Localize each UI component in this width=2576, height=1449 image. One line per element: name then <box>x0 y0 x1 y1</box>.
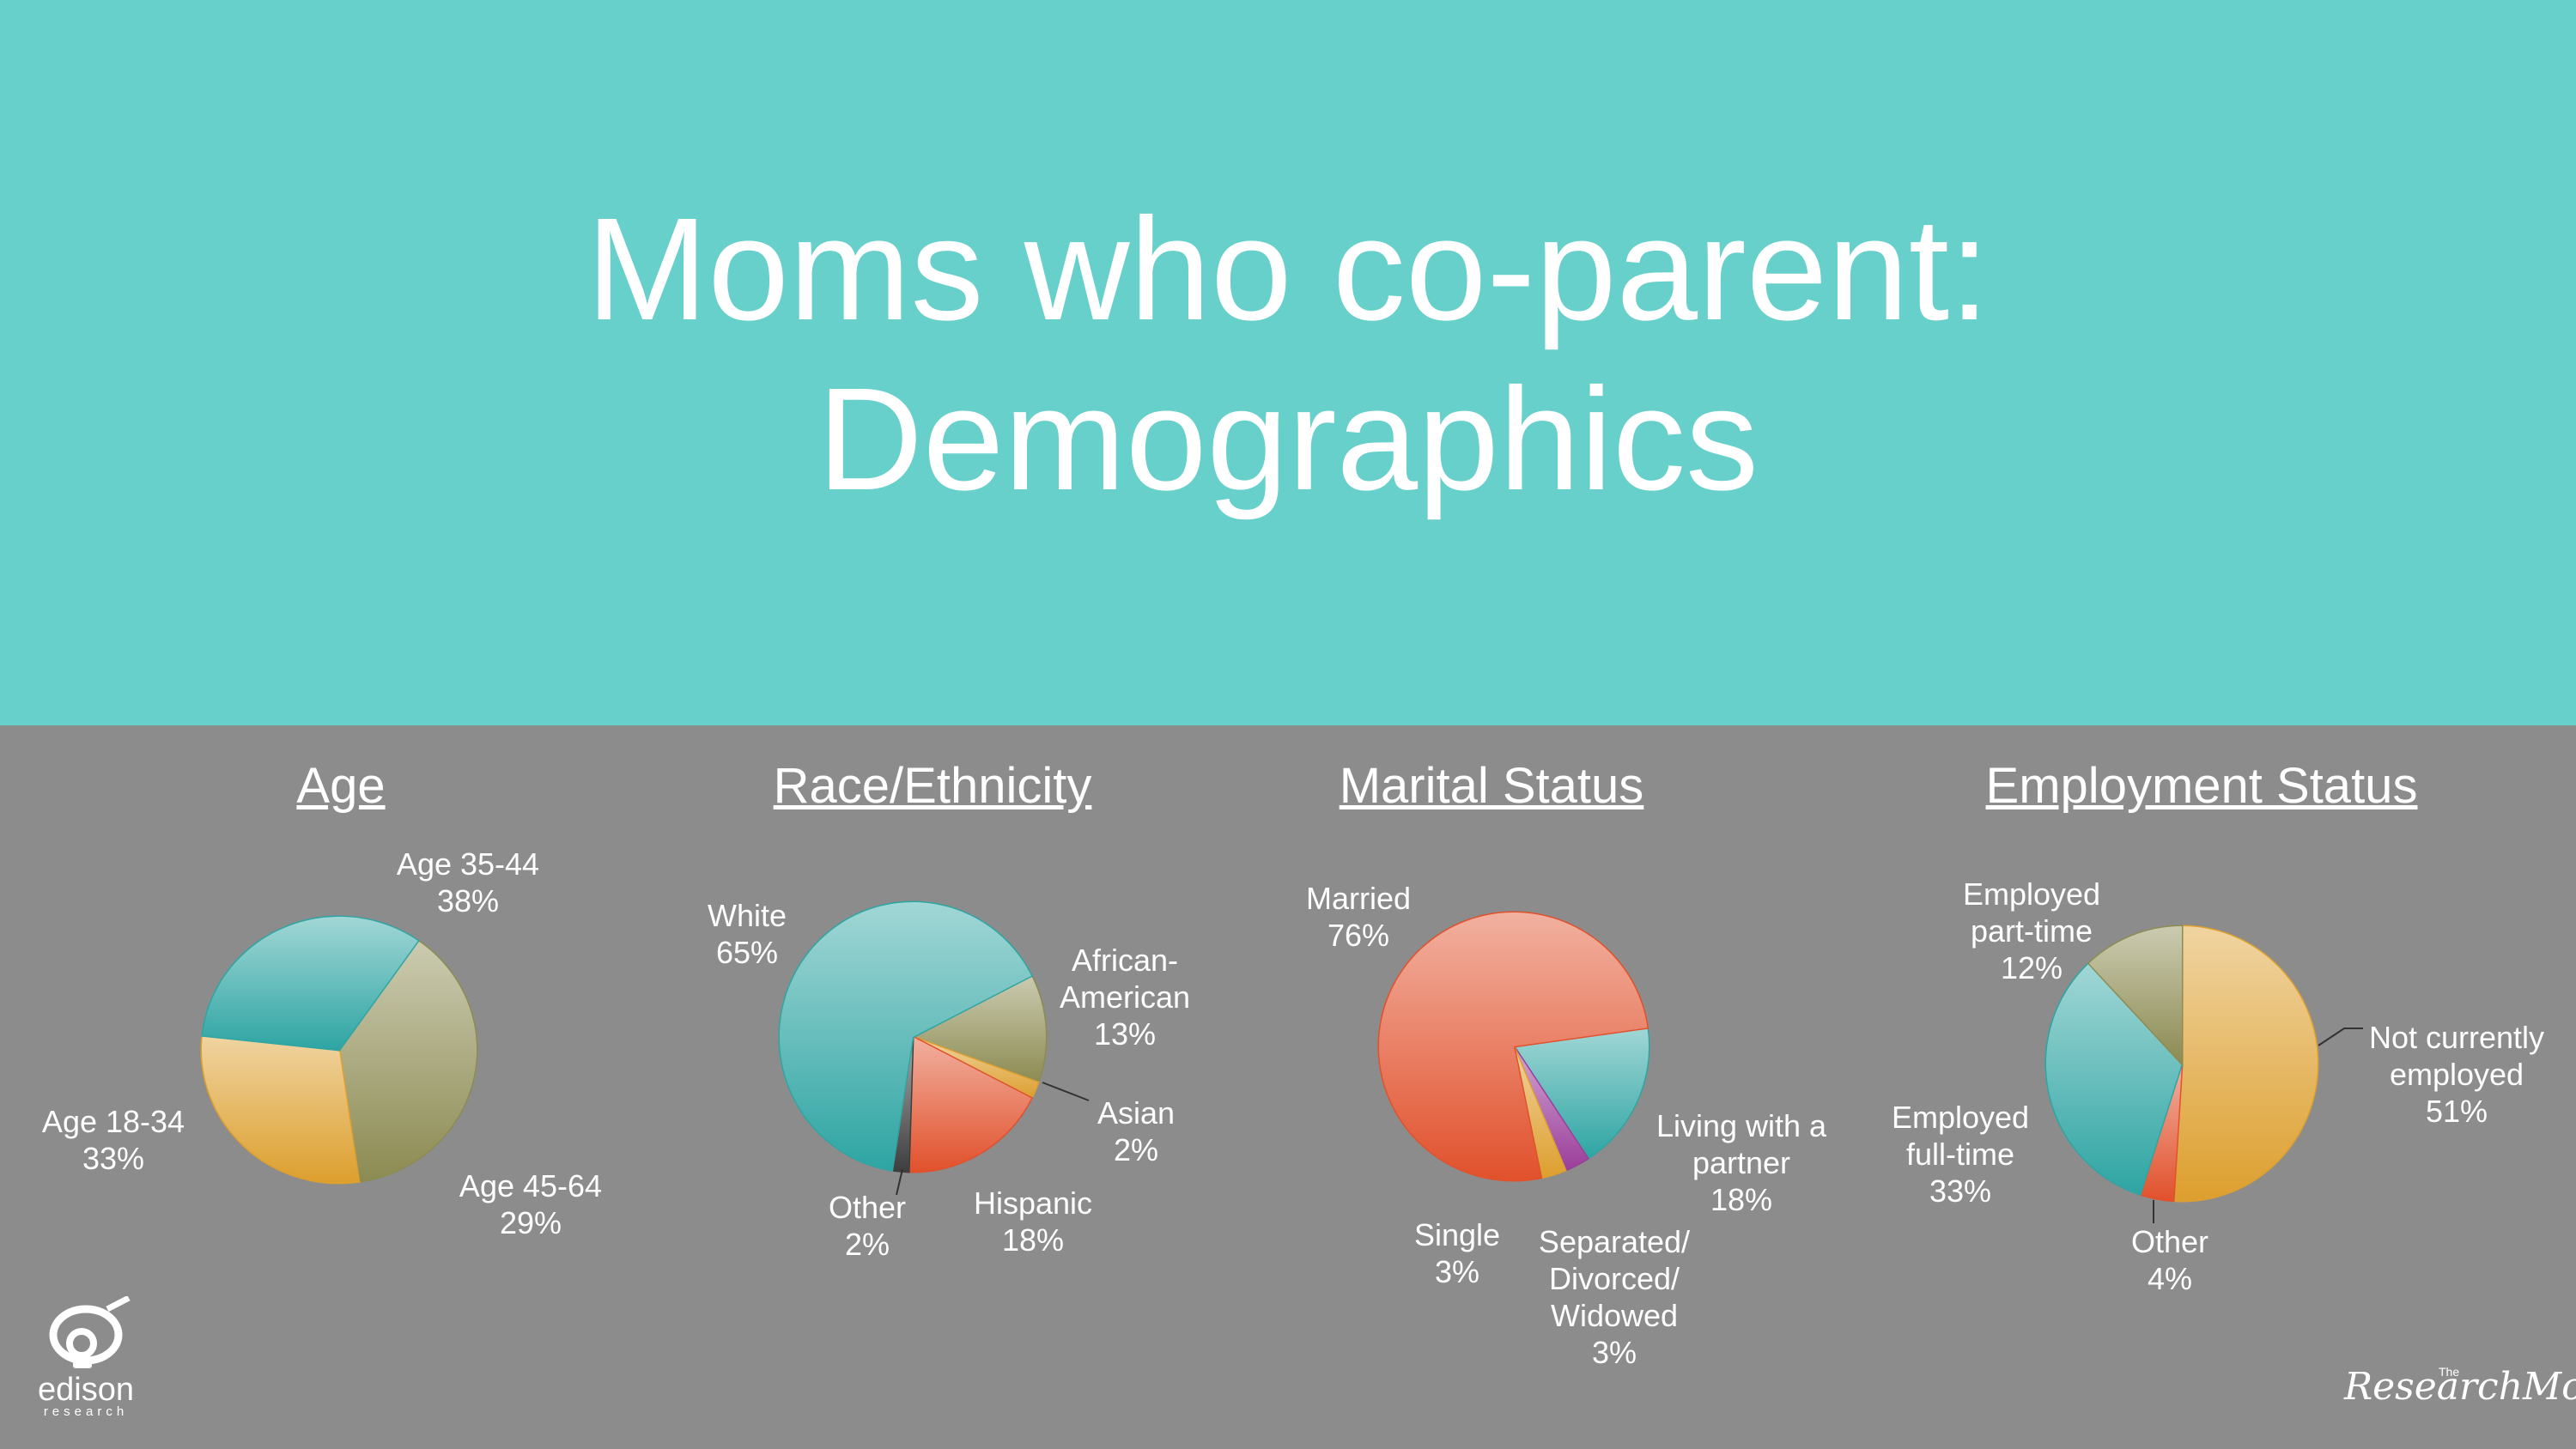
pie-4 <box>2044 925 2319 1203</box>
pie-2-label-1-line-3: 13% <box>1093 1016 1157 1052</box>
pie-2-label-1: African- American 13% <box>1060 942 1190 1052</box>
pie-3-label-2-line-4: 3% <box>1591 1335 1637 1370</box>
pie-1-slice-3-highlight <box>202 917 418 1050</box>
pie-2-label-4-line-1: Other <box>828 1190 907 1225</box>
pie-4-label-1-line-1: Not currently <box>2368 1020 2545 1055</box>
pie-2-label-2-line-1: Asian <box>1097 1095 1176 1131</box>
pie-2-label-3: Hispanic 18% <box>974 1185 1092 1258</box>
pie-3-slice-4-highlight <box>1379 912 1648 1180</box>
pie-3-label-4-line-2: 76% <box>1327 918 1390 953</box>
pie-1-label-3-line-1: Age 18-34 <box>41 1104 185 1139</box>
pie-3-slice-1-highlight <box>1514 1028 1649 1159</box>
pie-3-label-4: Married 76% <box>1306 880 1411 954</box>
employment-chart-title: Employment Status <box>1985 758 2418 814</box>
slide-title-line-1: Moms who co-parent: <box>586 188 1990 351</box>
header-band <box>0 0 2576 725</box>
research-moms-logo-the: The <box>2439 1365 2460 1379</box>
pie-3-label-3-line-2: 3% <box>1434 1254 1480 1289</box>
pie-2-label-1-line-1: African- <box>1071 943 1179 978</box>
pie-4-label-4-line-3: 12% <box>2000 950 2063 985</box>
pie-3-label-1-line-3: 18% <box>1710 1182 1773 1217</box>
pie-2-label-4: Other 2% <box>829 1189 906 1263</box>
pie-3-label-1-line-1: Living with a <box>1656 1108 1827 1143</box>
marital-chart-title: Marital Status <box>1339 758 1644 814</box>
pie-3-label-1: Living with a partner 18% <box>1656 1107 1826 1218</box>
pie-3 <box>1377 911 1650 1182</box>
pie-2-slice-3-highlight <box>908 1037 1032 1172</box>
pie-1-label-1-line-2: 38% <box>436 883 500 919</box>
edison-logo-icon <box>49 1296 131 1368</box>
pie-4-label-3-line-2: full-time <box>1905 1137 2015 1172</box>
pie-3-slice-2-highlight <box>1514 1046 1588 1171</box>
pie-4-label-3-line-1: Employed <box>1891 1100 2030 1135</box>
pie-4-label-2: Other 4% <box>2131 1223 2208 1297</box>
pie-3-label-4-line-1: Married <box>1305 881 1412 916</box>
pie-2-leader-line-2 <box>896 1168 903 1196</box>
pie-4-slice-4-highlight <box>2088 926 2182 1064</box>
pie-2-label-3-line-1: Hispanic <box>973 1185 1093 1221</box>
pie-4-label-4: Employed part-time 12% <box>1963 876 2100 986</box>
pie-2-label-5-line-2: 65% <box>715 935 779 970</box>
pie-1-label-2-line-2: 29% <box>499 1205 562 1240</box>
pie-2-label-2-line-2: 2% <box>1113 1132 1159 1167</box>
pie-2-leader-line-1 <box>1042 1082 1090 1101</box>
pie-3-label-2-line-3: Widowed <box>1550 1298 1679 1333</box>
pie-2-slice-5-highlight <box>779 901 1032 1171</box>
pie-3-slice-3-highlight <box>1514 1046 1565 1178</box>
edison-logo-text: edison <box>38 1372 134 1408</box>
pie-1-label-1-line-1: Age 35-44 <box>396 846 540 882</box>
pie-3-label-2-line-1: Separated/ <box>1538 1224 1691 1259</box>
pie-4-label-1-line-3: 51% <box>2425 1094 2488 1129</box>
pie-2-label-5-line-1: White <box>707 898 787 933</box>
pie-2-label-2: Asian 2% <box>1097 1094 1175 1168</box>
slide-title-line-2: Demographics <box>817 358 1759 521</box>
age-chart-title: Age <box>296 758 386 814</box>
pie-1-label-3-line-2: 33% <box>82 1141 145 1176</box>
pie-4-label-3: Employed full-time 33% <box>1892 1099 2029 1210</box>
pie-2-label-5: White 65% <box>708 897 787 971</box>
pie-3-label-3-line-1: Single <box>1413 1217 1501 1252</box>
pie-4-label-3-line-3: 33% <box>1929 1173 1992 1209</box>
pie-2 <box>778 900 1048 1173</box>
pie-4-label-2-line-2: 4% <box>2147 1261 2193 1296</box>
race-chart-title: Race/Ethnicity <box>773 758 1092 814</box>
pie-4-slice-1-highlight <box>2173 926 2318 1201</box>
pie-1-label-1: Age 35-44 38% <box>397 846 539 919</box>
pie-1-slice-2-highlight <box>202 1035 359 1183</box>
pie-1-label-2: Age 45-64 29% <box>459 1167 602 1241</box>
pie-4-label-2-line-1: Other <box>2130 1224 2209 1259</box>
pie-3-label-2-line-2: Divorced/ <box>1548 1261 1680 1296</box>
slide-title: Moms who co-parent: Demographics <box>0 185 2576 524</box>
pie-2-label-3-line-2: 18% <box>1001 1222 1065 1258</box>
pie-4-slice-3-highlight <box>2046 963 2182 1195</box>
pie-4-leader-line-1 <box>2318 1028 2363 1046</box>
pie-4-label-1: Not currently employed 51% <box>2369 1019 2544 1130</box>
research-moms-logo: ResearchMoms <box>2344 1365 2576 1409</box>
pie-1-slice-1-highlight <box>339 941 477 1182</box>
pie-3-label-2: Separated/Divorced/Widowed 3% <box>1539 1223 1690 1371</box>
pie-2-label-4-line-2: 2% <box>844 1227 890 1262</box>
pie-4-label-1-line-2: employed <box>2389 1057 2524 1092</box>
pie-4-label-4-line-2: part-time <box>1970 913 2093 949</box>
pie-1-label-3: Age 18-34 33% <box>42 1103 185 1177</box>
pie-2-label-1-line-2: American <box>1059 979 1191 1015</box>
pie-1 <box>200 915 478 1185</box>
edison-logo-subtext: research <box>43 1404 129 1419</box>
pie-3-label-3: Single 3% <box>1414 1216 1500 1290</box>
pie-4-label-4-line-1: Employed <box>1962 876 2101 912</box>
pie-1-label-2-line-1: Age 45-64 <box>459 1168 603 1203</box>
pie-3-label-1-line-2: partner <box>1692 1145 1791 1180</box>
pie-2-slice-1-highlight <box>913 975 1046 1083</box>
